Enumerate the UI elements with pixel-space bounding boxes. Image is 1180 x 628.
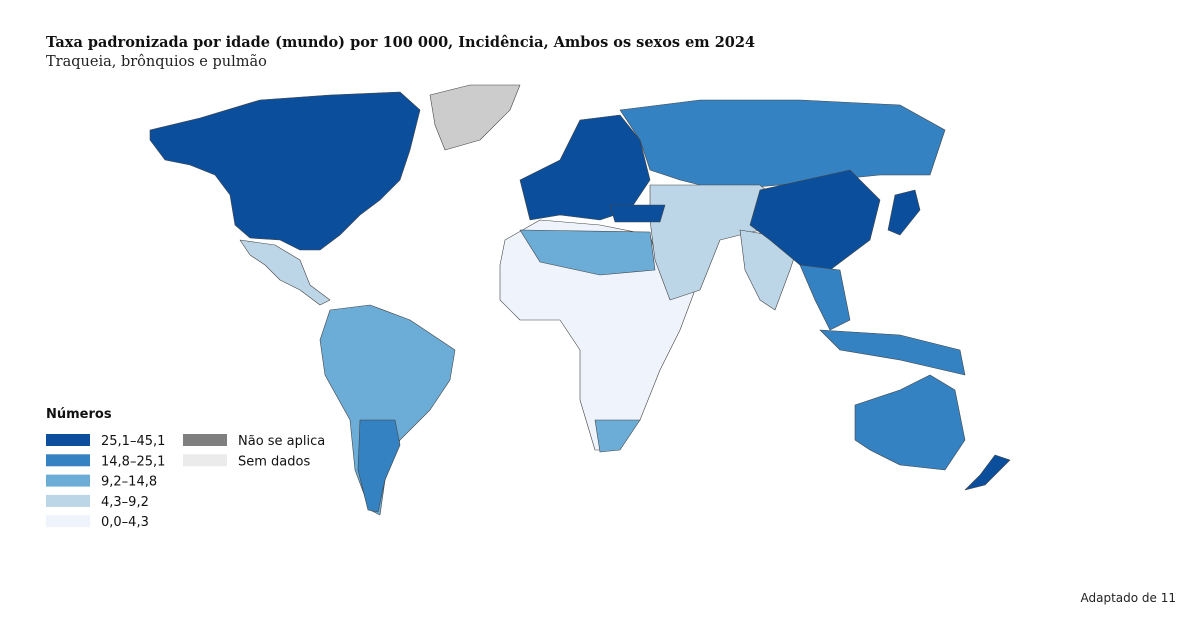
mexico <box>239 239 331 306</box>
russia <box>619 99 946 191</box>
legend-label: 25,1–45,1 <box>101 434 165 449</box>
legend-swatch <box>46 434 90 446</box>
southeast-asia <box>799 264 851 331</box>
turkey <box>609 204 666 223</box>
north-africa <box>519 229 656 276</box>
legend-swatch <box>183 454 227 467</box>
japan <box>887 189 921 236</box>
subtitle: Traqueia, brônquios e pulmão <box>46 54 267 70</box>
legend-swatch <box>46 494 90 507</box>
legend-label: 0,0–4,3 <box>101 515 149 530</box>
greenland <box>429 84 521 151</box>
footer: Adaptado de 11 <box>1080 591 1176 605</box>
southern-africa <box>594 419 641 453</box>
world-map <box>149 84 1011 516</box>
legend-swatch <box>46 454 90 467</box>
north-america <box>149 91 421 251</box>
europe <box>519 114 651 221</box>
legend-label: 9,2–14,8 <box>101 475 157 490</box>
legend-title: Números <box>46 407 112 422</box>
argentina <box>357 419 401 513</box>
legend-label: Sem dados <box>238 454 310 469</box>
indonesia <box>819 329 966 376</box>
legend-swatch <box>46 474 90 487</box>
legend-label: 14,8–25,1 <box>101 454 165 469</box>
legend-label: 4,3–9,2 <box>101 495 149 510</box>
title: Taxa padronizada por idade (mundo) por 1… <box>46 34 755 51</box>
new-zealand <box>964 454 1011 491</box>
australia <box>854 374 966 471</box>
south-america <box>319 304 456 516</box>
legend-swatch <box>183 434 227 446</box>
legend-swatch <box>46 515 90 528</box>
legend: 25,1–45,1 14,8–25,1 9,2–14,8 4,3–9,2 0,0–4,3… <box>46 434 325 530</box>
legend-label: Não se aplica <box>238 434 325 449</box>
